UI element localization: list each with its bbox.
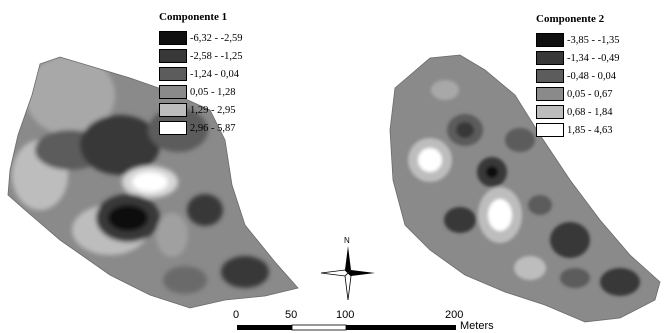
scale-tick-label: 100 bbox=[336, 309, 355, 321]
legend-row: 0,68 - 1,84 bbox=[536, 103, 620, 121]
scale-tick-label: 0 bbox=[233, 309, 240, 321]
legend-class-label: -0,48 - 0,04 bbox=[567, 70, 616, 82]
legend-swatch bbox=[159, 121, 187, 135]
legend-swatch bbox=[536, 123, 564, 137]
legend-componente-2: Componente 2 -3,85 - -1,35 -1,34 - -0,49 -… bbox=[536, 13, 620, 139]
legend-class-label: 2,96 - 5,87 bbox=[190, 122, 236, 134]
legend-row: -1,24 - 0,04 bbox=[159, 65, 243, 83]
legend-swatch bbox=[159, 31, 187, 45]
legend-class-label: 1,29 - 2,95 bbox=[190, 104, 236, 116]
north-label: N bbox=[344, 236, 350, 245]
legend-componente-1: Componente 1 -6,32 - -2,59 -2,58 - -1,25 -… bbox=[159, 11, 243, 137]
legend-row: -1,34 - -0,49 bbox=[536, 49, 620, 67]
legend-class-label: 0,05 - 1,28 bbox=[190, 86, 236, 98]
scale-unit-label: Meters bbox=[460, 320, 494, 332]
scale-tick-label: 200 bbox=[445, 309, 464, 321]
map-componente-1 bbox=[8, 57, 298, 308]
legend-row: 0,05 - 0,67 bbox=[536, 85, 620, 103]
legend-swatch bbox=[159, 103, 187, 117]
legend-row: 1,29 - 2,95 bbox=[159, 101, 243, 119]
legend-class-label: -1,34 - -0,49 bbox=[567, 52, 620, 64]
legend-row: 1,85 - 4,63 bbox=[536, 121, 620, 139]
legend-swatch bbox=[159, 85, 187, 99]
legend-title: Componente 1 bbox=[159, 11, 228, 23]
scale-bar bbox=[237, 324, 456, 331]
legend-class-label: -1,24 - 0,04 bbox=[190, 68, 239, 80]
legend-swatch bbox=[536, 51, 564, 65]
legend-swatch bbox=[159, 49, 187, 63]
legend-row: 2,96 - 5,87 bbox=[159, 119, 243, 137]
legend-class-label: -6,32 - -2,59 bbox=[190, 32, 243, 44]
legend-class-label: -3,85 - -1,35 bbox=[567, 34, 620, 46]
legend-row: -6,32 - -2,59 bbox=[159, 29, 243, 47]
legend-class-label: 0,05 - 0,67 bbox=[567, 88, 613, 100]
legend-row: -2,58 - -1,25 bbox=[159, 47, 243, 65]
legend-title: Componente 2 bbox=[536, 13, 605, 25]
north-arrow-icon bbox=[320, 246, 375, 301]
legend-swatch bbox=[536, 105, 564, 119]
legend-swatch bbox=[159, 67, 187, 81]
legend-class-label: 0,68 - 1,84 bbox=[567, 106, 613, 118]
legend-swatch bbox=[536, 87, 564, 101]
legend-class-label: -2,58 - -1,25 bbox=[190, 50, 243, 62]
legend-row: -0,48 - 0,04 bbox=[536, 67, 620, 85]
legend-swatch bbox=[536, 69, 564, 83]
scale-tick-label: 50 bbox=[285, 309, 298, 321]
map-componente-2 bbox=[390, 55, 660, 322]
legend-row: -3,85 - -1,35 bbox=[536, 31, 620, 49]
legend-swatch bbox=[536, 33, 564, 47]
legend-row: 0,05 - 1,28 bbox=[159, 83, 243, 101]
legend-class-label: 1,85 - 4,63 bbox=[567, 124, 613, 136]
